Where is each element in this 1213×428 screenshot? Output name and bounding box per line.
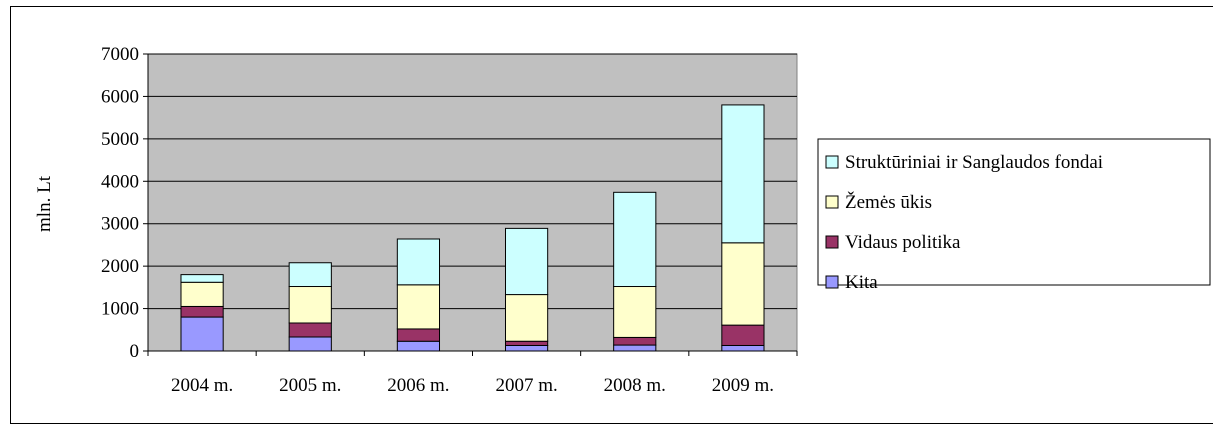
y-tick-label: 4000 bbox=[101, 171, 139, 192]
legend-label: Žemės ūkis bbox=[845, 191, 932, 213]
x-tick-label: 2007 m. bbox=[495, 375, 557, 396]
y-tick-label: 5000 bbox=[101, 129, 139, 150]
legend-label: Kita bbox=[845, 272, 878, 293]
y-axis-title: mln. Lt bbox=[34, 175, 55, 232]
bar-segment bbox=[721, 324, 765, 346]
bar-segment bbox=[180, 274, 224, 283]
x-tick-label: 2004 m. bbox=[171, 375, 233, 396]
bar-segment bbox=[613, 286, 657, 338]
bar-segment bbox=[288, 336, 332, 352]
y-tick-label: 0 bbox=[130, 341, 140, 362]
bar-segment bbox=[396, 340, 441, 352]
x-tick-label: 2006 m. bbox=[387, 375, 449, 396]
bar-segment bbox=[504, 344, 549, 352]
bar-segment bbox=[288, 262, 332, 288]
bar-segment bbox=[504, 294, 549, 342]
bar-segment bbox=[613, 191, 657, 288]
bar-segment bbox=[180, 281, 224, 307]
bar-segment bbox=[180, 316, 224, 352]
bar-segment bbox=[721, 344, 765, 352]
bar-segment bbox=[396, 284, 441, 330]
bar-segment bbox=[396, 238, 441, 286]
y-tick-label: 7000 bbox=[101, 44, 139, 65]
y-tick-label: 2000 bbox=[101, 256, 139, 277]
legend bbox=[817, 138, 1211, 286]
x-tick-label: 2008 m. bbox=[604, 375, 666, 396]
bar-segment bbox=[180, 305, 224, 318]
bar-segment bbox=[613, 336, 657, 346]
legend-label: Vidaus politika bbox=[845, 232, 961, 253]
bar-segment bbox=[396, 328, 441, 342]
bar-segment bbox=[721, 242, 765, 326]
legend-swatch bbox=[825, 195, 839, 209]
legend-swatch bbox=[825, 155, 839, 169]
legend-swatch bbox=[825, 235, 839, 249]
bar-segment bbox=[504, 227, 549, 296]
bar-segment bbox=[613, 344, 657, 352]
bar-segment bbox=[504, 340, 549, 346]
bar-segment bbox=[288, 286, 332, 324]
legend-swatch bbox=[825, 275, 839, 289]
y-tick-label: 1000 bbox=[101, 299, 139, 320]
y-tick-label: 3000 bbox=[101, 214, 139, 235]
x-tick-label: 2005 m. bbox=[279, 375, 341, 396]
x-tick-label: 2009 m. bbox=[712, 375, 774, 396]
bar-segment bbox=[721, 104, 765, 244]
y-tick-label: 6000 bbox=[101, 86, 139, 107]
legend-label: Struktūriniai ir Sanglaudos fondai bbox=[845, 152, 1103, 173]
plot-area bbox=[147, 53, 798, 352]
bar-segment bbox=[288, 322, 332, 338]
